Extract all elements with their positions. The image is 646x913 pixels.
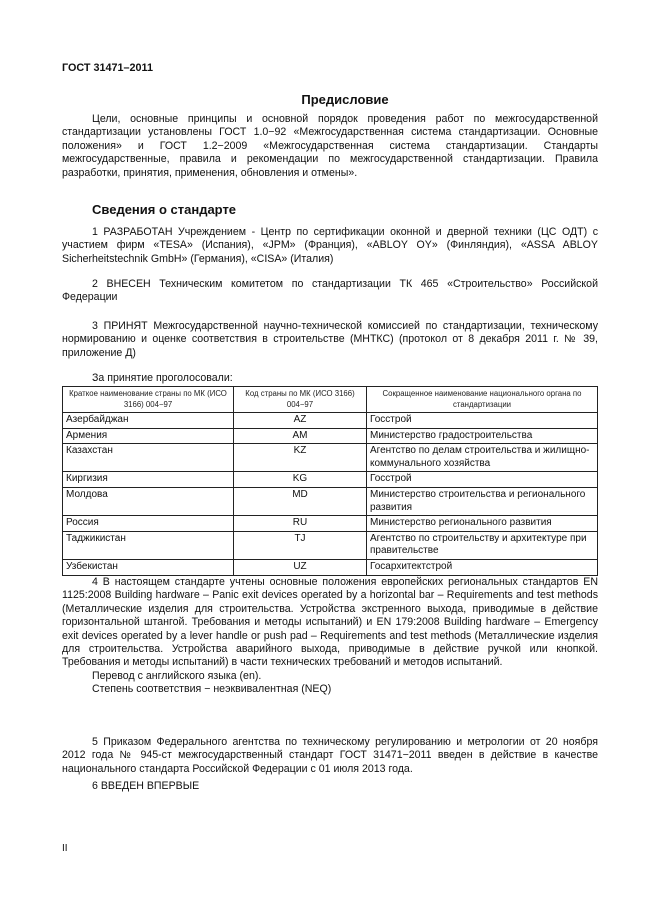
paragraph-1: 1 РАЗРАБОТАН Учреждением - Центр по серт…	[62, 226, 598, 265]
table-row: Молдова MD Министерство строительства и ре…	[62, 486, 598, 517]
cell-code: KZ	[233, 443, 367, 473]
cell-body: Госстрой	[366, 412, 598, 429]
paragraph-3: 3 ПРИНЯТ Межгосударственной научно-техни…	[62, 320, 598, 359]
conformity-degree: Степень соответствия − неэквивалентная (…	[92, 683, 332, 696]
voting-table: Краткое наименование страны по МК (ИСО 3…	[62, 386, 598, 576]
translation-note: Перевод с английского языка (en).	[92, 669, 262, 682]
item-3: 3 ПРИНЯТ Межгосударственной научно-техни…	[62, 320, 598, 360]
vote-label: За принятие проголосовали:	[92, 372, 233, 384]
preface-title: Предисловие	[301, 92, 389, 107]
cell-country: Армения	[62, 427, 234, 445]
table-row: Азербайджан AZ Госстрой	[62, 412, 598, 429]
cell-body: Госархитектстрой	[366, 558, 598, 576]
paragraph-5: 5 Приказом Федерального агентства по тех…	[62, 736, 598, 775]
item-1: 1 РАЗРАБОТАН Учреждением - Центр по серт…	[62, 226, 598, 266]
cell-body: Госстрой	[366, 471, 598, 488]
cell-country: Молдова	[62, 486, 234, 517]
cell-country: Киргизия	[62, 471, 234, 488]
table-row: Таджикистан TJ Агентство по строительству …	[62, 530, 598, 560]
cell-code: TJ	[233, 530, 367, 560]
cell-country: Таджикистан	[62, 530, 234, 560]
table-header-row: Краткое наименование страны по МК (ИСО 3…	[62, 386, 598, 413]
page-number: II	[62, 843, 68, 854]
cell-country: Россия	[62, 515, 234, 532]
preface-section: Цели, основные принципы и основной поряд…	[62, 113, 598, 180]
cell-code: UZ	[233, 558, 367, 576]
vote-label-wrap: За принятие проголосовали:	[62, 372, 598, 385]
document-code: ГОСТ 31471–2011	[62, 62, 153, 74]
paragraph-4: 4 В настоящем стандарте учтены основные …	[62, 576, 598, 669]
item-6: 6 ВВЕДЕН ВПЕРВЫЕ	[62, 780, 598, 793]
item-2: 2 ВНЕСЕН Техническим комитетом по станда…	[62, 278, 598, 305]
cell-body: Агентство по делам строительства и жилищ…	[366, 443, 598, 473]
cell-country: Казахстан	[62, 443, 234, 473]
header-body: Сокращенное наименование национального о…	[366, 386, 598, 413]
cell-body: Министерство регионального развития	[366, 515, 598, 532]
info-title: Сведения о стандарте	[92, 202, 237, 217]
table-row: Казахстан KZ Агентство по делам строительс…	[62, 443, 598, 473]
item-4: 4 В настоящем стандарте учтены основные …	[62, 576, 598, 697]
cell-code: RU	[233, 515, 367, 532]
cell-body: Агентство по строительству и архитектуре…	[366, 530, 598, 560]
table-row: Киргизия KG Госстрой	[62, 471, 598, 488]
cell-code: AM	[233, 427, 367, 445]
item-5: 5 Приказом Федерального агентства по тех…	[62, 736, 598, 776]
table-row: Россия RU Министерство регионального разви…	[62, 515, 598, 532]
table-row: Узбекистан UZ Госархитектстрой	[62, 558, 598, 576]
paragraph-6: 6 ВВЕДЕН ВПЕРВЫЕ	[92, 780, 200, 792]
cell-code: MD	[233, 486, 367, 517]
cell-code: KG	[233, 471, 367, 488]
preface-text: Цели, основные принципы и основной поряд…	[62, 113, 598, 179]
table-row: Армения AM Министерство градостроительства	[62, 427, 598, 445]
paragraph-2: 2 ВНЕСЕН Техническим комитетом по станда…	[62, 278, 598, 304]
cell-code: AZ	[233, 412, 367, 429]
cell-body: Министерство строительства и регионально…	[366, 486, 598, 517]
cell-body: Министерство градостроительства	[366, 427, 598, 445]
cell-country: Азербайджан	[62, 412, 234, 429]
header-code: Код страны по МК (ИСО 3166) 004−97	[233, 386, 367, 413]
header-country: Краткое наименование страны по МК (ИСО 3…	[62, 386, 234, 413]
cell-country: Узбекистан	[62, 558, 234, 576]
